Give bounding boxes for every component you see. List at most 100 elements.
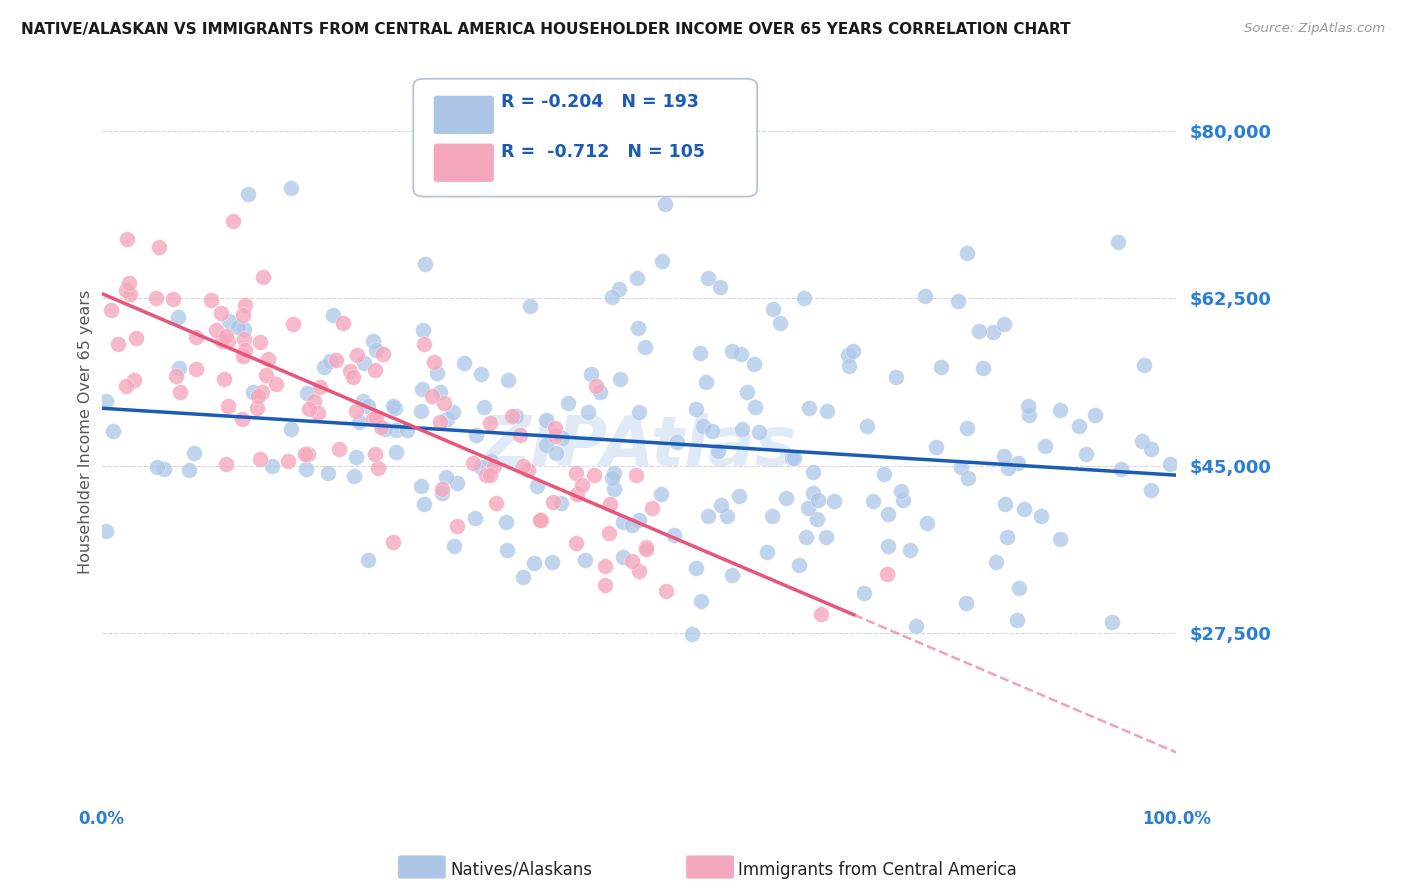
Point (179, 463, 201, 477)
Point (1101, 615, 1123, 629)
Point (264, 377, 287, 392)
Point (654, 197, 676, 211)
Point (429, 385, 451, 400)
Point (495, 516, 517, 530)
Point (914, 289, 936, 303)
Point (249, 334, 271, 349)
Point (384, 401, 406, 415)
Point (665, 435, 688, 450)
Text: ZIPAtlas: ZIPAtlas (481, 413, 797, 481)
Point (709, 280, 731, 294)
Point (997, 461, 1019, 475)
Point (115, 231, 138, 245)
Point (697, 508, 720, 523)
Point (423, 355, 446, 369)
Point (169, 384, 191, 399)
Point (215, 457, 238, 471)
Point (634, 540, 657, 554)
Point (761, 509, 783, 524)
Point (472, 401, 495, 415)
Point (599, 496, 621, 510)
Point (634, 340, 657, 354)
Point (420, 389, 443, 403)
Point (505, 409, 527, 424)
Point (627, 513, 650, 527)
Point (496, 542, 519, 557)
Point (598, 525, 620, 540)
Point (374, 422, 396, 436)
Point (1109, 462, 1132, 476)
Point (550, 496, 572, 510)
Point (309, 380, 332, 394)
Point (257, 352, 280, 367)
Point (246, 388, 269, 402)
Point (96, 394, 118, 409)
Point (1074, 447, 1097, 461)
Point (780, 450, 803, 465)
Point (603, 482, 626, 496)
Point (595, 559, 617, 574)
Point (710, 498, 733, 512)
Point (461, 456, 484, 470)
Point (1049, 532, 1071, 546)
Point (280, 422, 302, 436)
Point (411, 404, 433, 418)
Point (370, 419, 392, 434)
Point (721, 343, 744, 358)
Point (100, 302, 122, 317)
Point (620, 517, 643, 532)
Point (744, 400, 766, 414)
Point (797, 500, 820, 515)
Point (145, 291, 167, 305)
Point (232, 308, 254, 322)
Point (541, 495, 564, 509)
Point (436, 412, 458, 426)
Point (955, 597, 977, 611)
Point (517, 463, 540, 477)
Point (367, 461, 389, 475)
Point (277, 453, 299, 467)
Point (1008, 581, 1031, 595)
Point (433, 395, 456, 409)
Point (453, 356, 475, 370)
Point (626, 468, 648, 483)
Point (576, 405, 599, 419)
Point (721, 568, 744, 582)
Point (183, 446, 205, 460)
Point (231, 412, 253, 426)
Point (692, 418, 714, 433)
Point (823, 493, 845, 508)
Point (731, 422, 754, 436)
Point (432, 486, 454, 500)
Point (381, 535, 404, 549)
Point (364, 410, 387, 425)
Point (249, 451, 271, 466)
Point (318, 467, 340, 481)
Point (972, 360, 994, 375)
Point (470, 460, 492, 475)
Point (281, 317, 304, 331)
Point (636, 541, 658, 556)
Point (681, 627, 703, 641)
Point (706, 444, 728, 458)
Point (876, 507, 898, 521)
Point (993, 449, 1015, 463)
Point (1033, 439, 1056, 453)
Point (900, 542, 922, 557)
Point (526, 478, 548, 492)
Point (184, 330, 207, 344)
Point (544, 429, 567, 443)
Point (929, 359, 952, 374)
Point (167, 310, 190, 325)
Point (612, 515, 634, 529)
Point (523, 556, 546, 570)
Point (446, 475, 468, 490)
Point (254, 368, 277, 383)
Point (981, 326, 1004, 340)
Point (565, 467, 588, 481)
Text: Natives/Alaskans: Natives/Alaskans (450, 861, 592, 879)
Point (565, 536, 588, 550)
Point (441, 405, 464, 419)
Point (252, 270, 274, 285)
Point (475, 468, 498, 483)
